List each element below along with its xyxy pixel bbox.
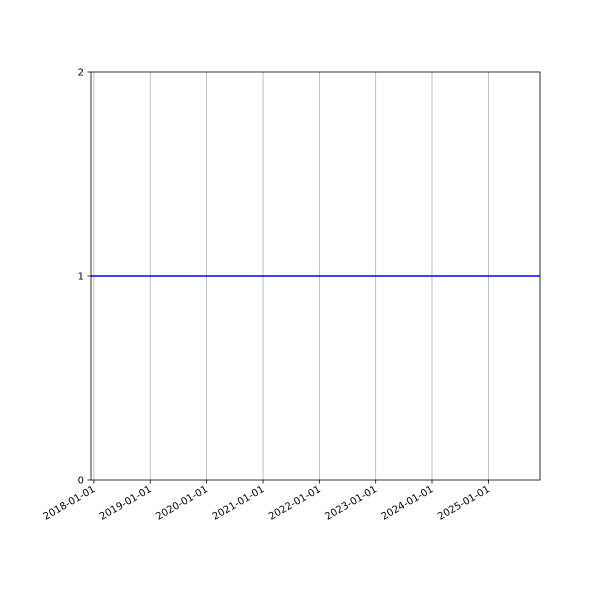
y-tick-label: 2 <box>78 68 84 79</box>
x-tick-label: 2020-01-01 <box>154 484 210 523</box>
x-tick-label: 2019-01-01 <box>98 484 154 523</box>
x-tick-label: 2022-01-01 <box>267 484 323 523</box>
x-tick-label: 2021-01-01 <box>211 484 267 523</box>
x-tick-label: 2024-01-01 <box>380 484 436 523</box>
y-tick-label: 1 <box>78 272 84 283</box>
x-tick-label: 2023-01-01 <box>323 484 379 523</box>
x-tick-label: 2025-01-01 <box>436 484 492 523</box>
x-tick-label: 2018-01-01 <box>42 484 98 523</box>
y-tick-label: 0 <box>78 476 84 487</box>
